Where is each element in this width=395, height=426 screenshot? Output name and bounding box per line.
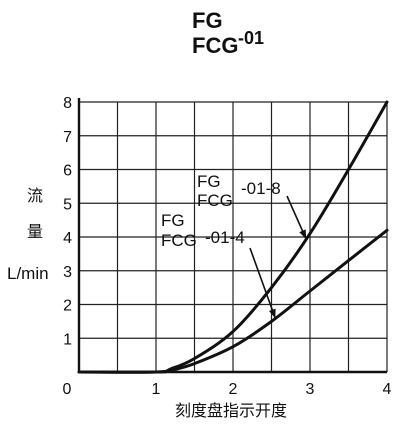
series-line-01-4 [77, 228, 389, 374]
x-tick-label: 2 [229, 381, 238, 398]
y-tick-label: 6 [63, 163, 72, 180]
leader-arrowhead [299, 229, 307, 240]
y-tick-label: 3 [63, 264, 72, 281]
series-label-01-4-suffix: -01-4 [205, 228, 245, 247]
x-tick-label: 0 [63, 381, 72, 398]
series-label-01-8-main: FCG [197, 191, 233, 210]
y-tick-label: 4 [63, 230, 72, 247]
x-tick-label: 1 [152, 381, 161, 398]
ylabel-unit: L/min [7, 264, 49, 283]
series-label-01-4-line1: FG [161, 211, 185, 230]
title-line1: FG [192, 8, 223, 33]
series-label-01-4: FG FCG -01-4 [161, 211, 245, 250]
series-lines [77, 100, 389, 374]
leader-arrowhead [269, 308, 276, 319]
y-tick-labels: 1 2 3 4 5 6 7 8 [63, 95, 72, 348]
ylabel-char1: 流 [27, 186, 43, 205]
chart-title: FG FCG -01 [192, 8, 264, 58]
x-tick-label: 3 [306, 381, 315, 398]
y-tick-label: 7 [63, 129, 72, 146]
y-tick-label: 2 [63, 298, 72, 315]
title-line2-sup: -01 [238, 28, 264, 48]
x-tick-label: 4 [383, 381, 392, 398]
y-tick-label: 5 [63, 196, 72, 213]
series-label-01-4-main: FCG [161, 231, 197, 250]
ylabel-char2: 量 [27, 222, 43, 241]
xlabel: 刻度盘指示开度 [175, 401, 287, 420]
series-label-01-8-line1: FG [197, 172, 221, 191]
y-tick-label: 1 [63, 331, 72, 348]
series-leader-lines [249, 195, 307, 319]
leader-line [249, 247, 277, 319]
title-line2-main: FCG [192, 33, 238, 58]
series-label-01-8: FG FCG -01-8 [197, 172, 281, 210]
y-tick-label: 8 [63, 95, 72, 112]
series-label-01-8-suffix: -01-8 [241, 179, 281, 198]
x-tick-labels: 0 1 2 3 4 [63, 381, 392, 398]
